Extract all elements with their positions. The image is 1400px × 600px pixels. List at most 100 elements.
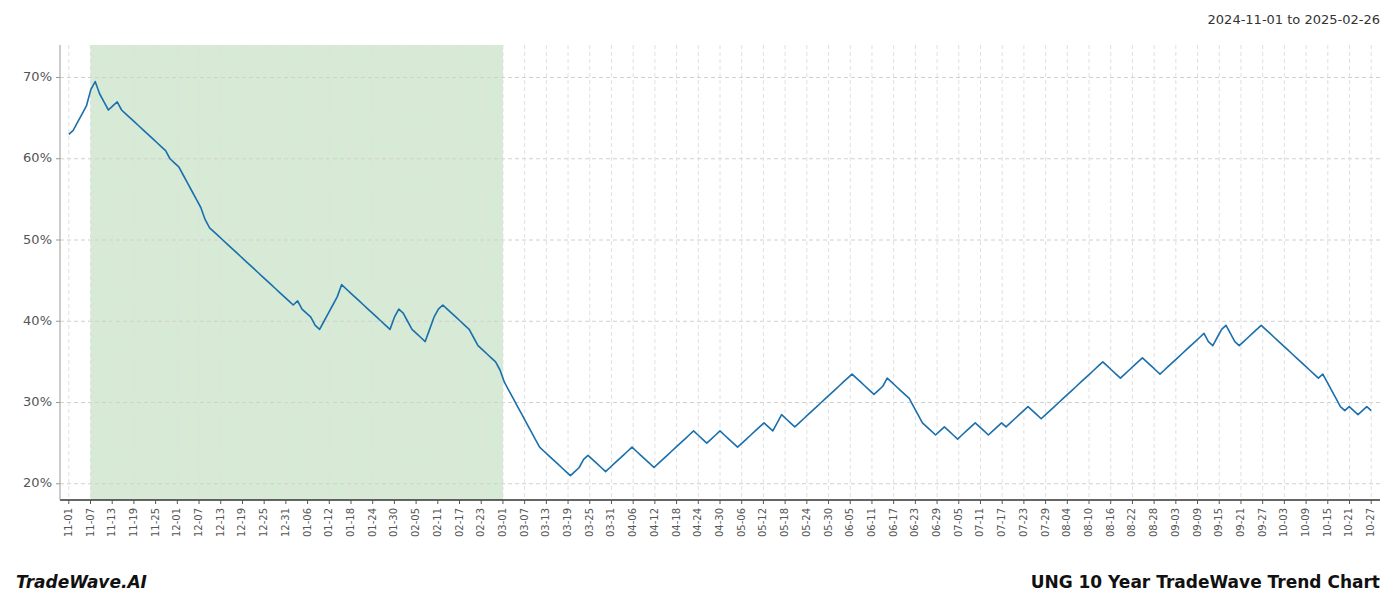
x-tick-label: 12-07 — [193, 508, 204, 537]
grid-line-x — [1154, 45, 1155, 500]
y-tick-label: 40% — [23, 313, 52, 328]
grid-line-x — [850, 45, 851, 500]
y-tick-label: 20% — [23, 475, 52, 490]
x-tick-label: 02-11 — [432, 508, 443, 537]
grid-line-x — [394, 45, 395, 500]
x-tick — [285, 500, 286, 504]
grid-line-x — [524, 45, 525, 500]
x-tick — [937, 500, 938, 504]
y-tick — [56, 240, 60, 241]
x-tick-label: 05-18 — [779, 508, 790, 537]
x-tick — [1306, 500, 1307, 504]
grid-line-x — [350, 45, 351, 500]
highlight-span — [91, 45, 503, 500]
grid-line-x — [502, 45, 503, 500]
y-tick-label: 70% — [23, 69, 52, 84]
x-tick — [220, 500, 221, 504]
x-tick — [915, 500, 916, 504]
x-tick — [1284, 500, 1285, 504]
x-tick-label: 03-07 — [519, 508, 530, 537]
grid-line-x — [611, 45, 612, 500]
x-tick — [676, 500, 677, 504]
x-tick — [502, 500, 503, 504]
x-tick-label: 06-29 — [931, 508, 942, 537]
x-tick-label: 08-10 — [1083, 508, 1094, 537]
x-tick-label: 08-28 — [1148, 508, 1159, 537]
x-tick — [763, 500, 764, 504]
grid-line-x — [568, 45, 569, 500]
x-tick — [1045, 500, 1046, 504]
x-tick-label: 12-19 — [236, 508, 247, 537]
y-tick — [56, 321, 60, 322]
x-tick-label: 01-18 — [345, 508, 356, 537]
y-tick-label: 50% — [23, 232, 52, 247]
grid-line-x — [155, 45, 156, 500]
x-tick — [1349, 500, 1350, 504]
grid-line-x — [1371, 45, 1372, 500]
grid-line-x — [1002, 45, 1003, 500]
grid-line-x — [958, 45, 959, 500]
x-tick — [611, 500, 612, 504]
x-tick — [1219, 500, 1220, 504]
x-tick-label: 08-16 — [1105, 508, 1116, 537]
x-tick-label: 07-29 — [1040, 508, 1051, 537]
grid-line-x — [1045, 45, 1046, 500]
x-tick-label: 04-24 — [692, 508, 703, 537]
grid-line-x — [980, 45, 981, 500]
grid-line-x — [785, 45, 786, 500]
x-tick — [785, 500, 786, 504]
x-tick — [980, 500, 981, 504]
x-tick-label: 09-09 — [1192, 508, 1203, 537]
grid-line-x — [806, 45, 807, 500]
grid-line-x — [915, 45, 916, 500]
subtitle: 2024-11-01 to 2025-02-26 — [1208, 12, 1380, 27]
x-tick — [155, 500, 156, 504]
x-tick — [546, 500, 547, 504]
grid-line-x — [1306, 45, 1307, 500]
title: UNG 10 Year TradeWave Trend Chart — [1031, 572, 1380, 592]
grid-line-x — [828, 45, 829, 500]
grid-line-x — [654, 45, 655, 500]
x-tick — [1067, 500, 1068, 504]
x-tick-label: 10-27 — [1365, 508, 1376, 537]
grid-line-x — [220, 45, 221, 500]
x-axis: 11-0111-0711-1311-1911-2512-0112-0712-13… — [63, 500, 1376, 537]
y-tick-label: 60% — [23, 150, 52, 165]
x-tick-label: 08-04 — [1061, 508, 1072, 537]
grid-line-x — [199, 45, 200, 500]
grid-line-x — [68, 45, 69, 500]
x-tick — [481, 500, 482, 504]
grid-line-y — [60, 77, 1380, 78]
x-tick-label: 07-23 — [1018, 508, 1029, 537]
x-tick-label: 11-19 — [128, 508, 139, 537]
x-tick-label: 11-07 — [85, 508, 96, 537]
x-tick-label: 04-06 — [627, 508, 638, 537]
x-tick-label: 08-22 — [1126, 508, 1137, 537]
y-tick-label: 30% — [23, 394, 52, 409]
grid-line-x — [1262, 45, 1263, 500]
x-tick — [1197, 500, 1198, 504]
grid-line-x — [1349, 45, 1350, 500]
x-tick — [893, 500, 894, 504]
grid-line-x — [1067, 45, 1068, 500]
x-tick-label: 10-03 — [1278, 508, 1289, 537]
grid-line-x — [1284, 45, 1285, 500]
x-tick — [720, 500, 721, 504]
grid-line-x — [90, 45, 91, 500]
grid-line-x — [329, 45, 330, 500]
x-tick — [1371, 500, 1372, 504]
x-tick — [1002, 500, 1003, 504]
x-tick-label: 12-13 — [215, 508, 226, 537]
x-tick — [264, 500, 265, 504]
x-tick-label: 09-27 — [1257, 508, 1268, 537]
grid-line-x — [1132, 45, 1133, 500]
x-tick-label: 01-24 — [367, 508, 378, 537]
x-tick-label: 06-23 — [909, 508, 920, 537]
x-tick-label: 03-13 — [540, 508, 551, 537]
grid-line-x — [676, 45, 677, 500]
grid-line-x — [112, 45, 113, 500]
x-tick — [1240, 500, 1241, 504]
x-tick-label: 01-12 — [323, 508, 334, 537]
grid-line-x — [416, 45, 417, 500]
x-tick — [1132, 500, 1133, 504]
